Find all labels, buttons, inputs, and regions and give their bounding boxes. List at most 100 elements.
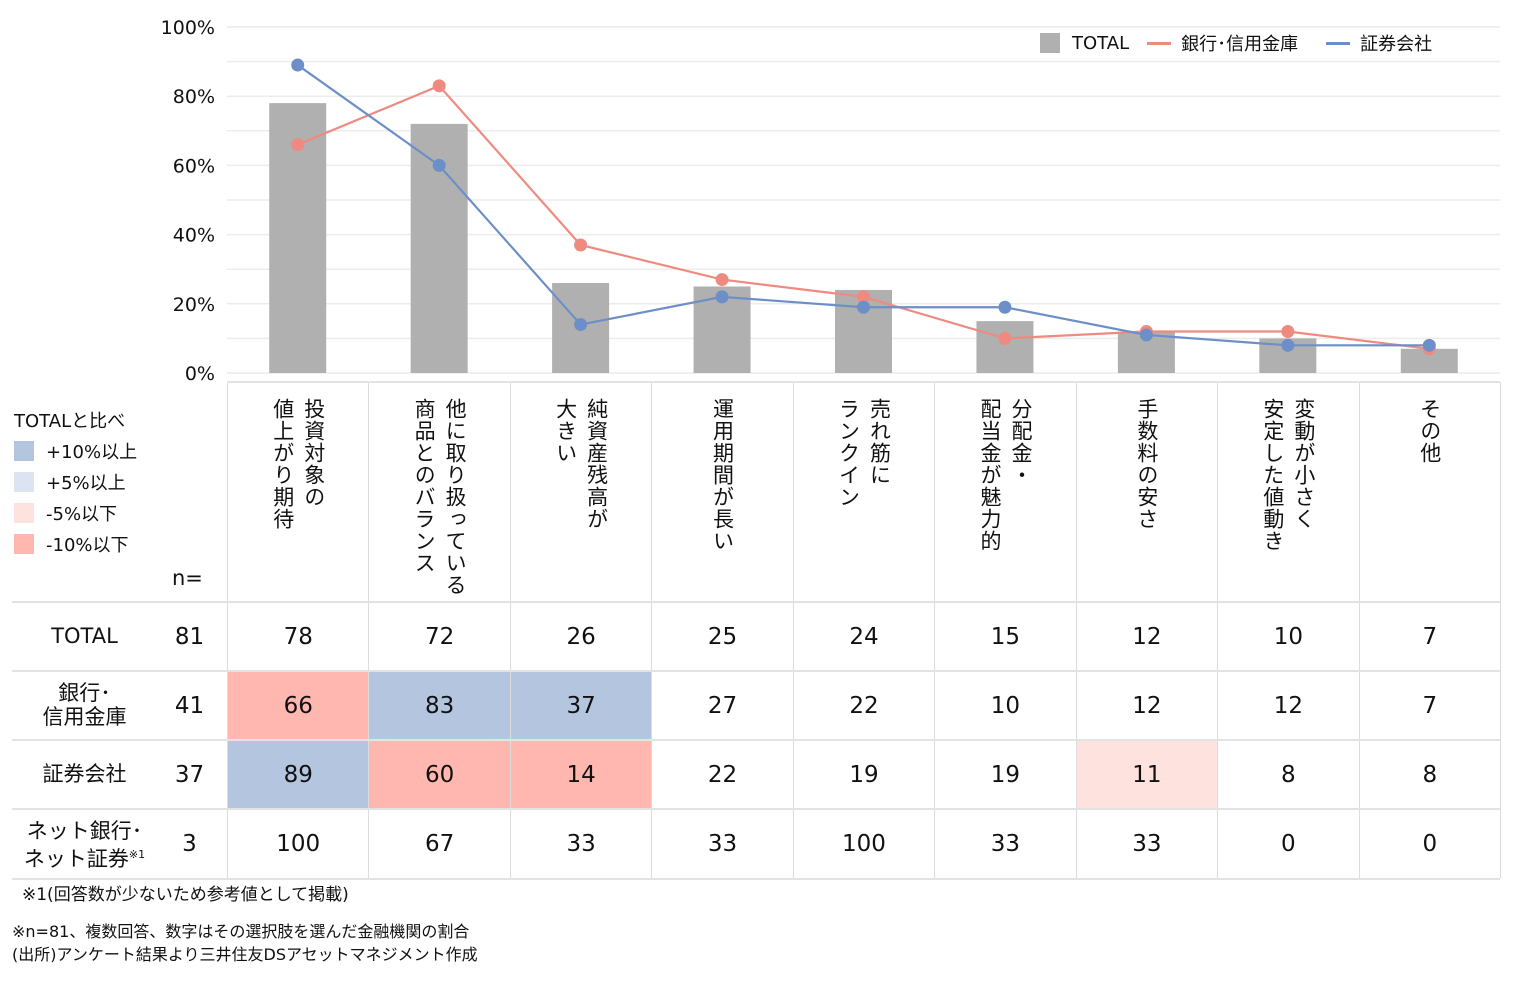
table-cell: 8	[1281, 762, 1296, 788]
comparison-swatch	[14, 471, 34, 492]
table-cell: 0	[1422, 831, 1438, 857]
table-cell: 22	[849, 693, 879, 719]
column-header: 売れ筋に ランクイン	[833, 398, 895, 598]
column-header: 分配金・ 配当金が魅力的	[974, 398, 1036, 598]
comparison-legend-item: +10%以上	[14, 435, 137, 466]
column-header: 投資対象の 値上がり期待	[267, 398, 329, 598]
table-cell: 83	[369, 672, 510, 740]
column-header-line: 他に取り扱っている	[443, 398, 468, 596]
column-header-line: 分配金・	[1008, 398, 1033, 486]
column-header-line: 安定した値動き	[1260, 398, 1285, 552]
combo-chart: 0% 20% 40% 60% 80% 100%	[161, 17, 1500, 382]
y-tick-label: 40%	[173, 225, 215, 247]
comparison-legend-item: -10%以下	[14, 528, 137, 559]
comparison-label: -5%以下	[46, 503, 118, 525]
row-n-value: 81	[174, 623, 205, 650]
row-label: 銀行･ 信用金庫	[12, 681, 157, 729]
series-point	[1139, 328, 1153, 342]
table-cell: 72	[425, 624, 455, 650]
series-point	[574, 238, 588, 252]
row-label-line: ネット証券※1	[23, 847, 146, 871]
row-divider	[12, 670, 1500, 672]
comparison-label: +10%以上	[46, 441, 138, 463]
column-divider	[1358, 382, 1360, 878]
table-cell: 22	[707, 762, 738, 788]
column-header: 運用期間が長い	[707, 398, 738, 598]
row-label: TOTAL	[12, 624, 157, 648]
table-cell: 12	[1132, 624, 1162, 650]
column-divider	[651, 382, 653, 878]
comparison-swatch	[14, 502, 34, 523]
table-cell: 33	[990, 831, 1021, 857]
table-cell: 66	[228, 672, 369, 740]
table-cell: 100	[842, 831, 886, 857]
column-header-line: 運用期間が長い	[710, 398, 735, 552]
table-cell: 10	[990, 693, 1021, 719]
table-cell: 33	[707, 831, 738, 857]
legend-total-label: TOTAL	[1072, 32, 1130, 54]
row-label: ネット銀行･ ネット証券※1	[12, 819, 157, 871]
footnote-1: ※1(回答数が少ないため参考値として掲載)	[22, 885, 349, 905]
chart-legend: TOTAL 銀行･信用金庫 証券会社	[1040, 30, 1432, 56]
column-divider	[934, 382, 936, 878]
column-divider	[1217, 382, 1219, 878]
comparison-legend-title: TOTALと比べ	[14, 410, 126, 432]
column-header-line: ランクイン	[836, 398, 861, 508]
column-header: 純資産残高が 大きい	[550, 398, 612, 598]
table-cell: 26	[566, 624, 596, 650]
table-cell: 14	[510, 741, 652, 809]
comparison-label: -10%以下	[46, 534, 129, 556]
row-divider	[12, 808, 1500, 810]
table-cell: 24	[849, 624, 879, 650]
row-n-value: 37	[174, 761, 205, 788]
row-label-line: 証券会社	[42, 762, 127, 786]
column-header-line: 配当金が魅力的	[977, 398, 1002, 552]
y-tick-label: 100%	[161, 17, 215, 39]
y-axis-ticks: 0% 20% 40% 60% 80% 100%	[161, 17, 215, 382]
legend-bank-label: 銀行･信用金庫	[1181, 34, 1299, 55]
series-point	[574, 318, 588, 332]
legend-securities-label: 証券会社	[1360, 34, 1433, 55]
table-cell: 25	[707, 624, 738, 650]
n-label: n=	[172, 566, 203, 590]
column-header: 手数料の安さ	[1131, 398, 1162, 598]
column-header-line: その他	[1417, 398, 1442, 464]
column-divider	[509, 382, 511, 878]
table-cell: 0	[1281, 831, 1296, 857]
table-bottom-border	[12, 878, 1500, 880]
legend-securities-swatch	[1326, 41, 1351, 45]
y-tick-label: 60%	[173, 155, 215, 177]
series-point	[291, 58, 305, 72]
row-divider	[12, 601, 1500, 603]
column-header-line: 純資産残高が	[584, 398, 609, 530]
table-top-border	[227, 381, 1500, 383]
table-cell: 12	[1132, 693, 1162, 719]
comparison-label: +5%以上	[46, 472, 126, 494]
table-cell: 11	[1076, 741, 1218, 809]
column-header-line: 大きい	[553, 398, 578, 464]
series-point	[1281, 324, 1295, 338]
table-cell: 19	[849, 762, 879, 788]
table-cell: 12	[1273, 693, 1303, 719]
legend-total-swatch	[1040, 33, 1060, 53]
table-cell: 7	[1422, 624, 1438, 650]
legend-bank-swatch	[1147, 41, 1172, 45]
series-point	[432, 79, 446, 93]
column-header: 変動が小さく 安定した値動き	[1257, 398, 1319, 598]
row-divider	[12, 739, 1500, 741]
table-cell: 7	[1422, 693, 1438, 719]
series-point	[715, 290, 729, 304]
footnote-2: ※n=81、複数回答、数字はその選択肢を選んだ金融機関の割合	[12, 922, 470, 941]
column-divider	[368, 382, 370, 878]
table-cell: 33	[566, 831, 596, 857]
comparison-legend: TOTALと比べ +10%以上 +5%以上 -5%以下 -10%以下	[14, 404, 137, 559]
table-cell: 37	[510, 672, 652, 740]
column-header-line: 投資対象の	[301, 398, 326, 508]
column-header: その他	[1414, 398, 1445, 598]
table-cell: 19	[990, 762, 1021, 788]
comparison-swatch	[14, 533, 34, 554]
column-divider	[1500, 382, 1501, 878]
column-divider	[792, 382, 794, 878]
row-label-line: TOTAL	[51, 624, 118, 648]
series-point	[432, 158, 446, 172]
